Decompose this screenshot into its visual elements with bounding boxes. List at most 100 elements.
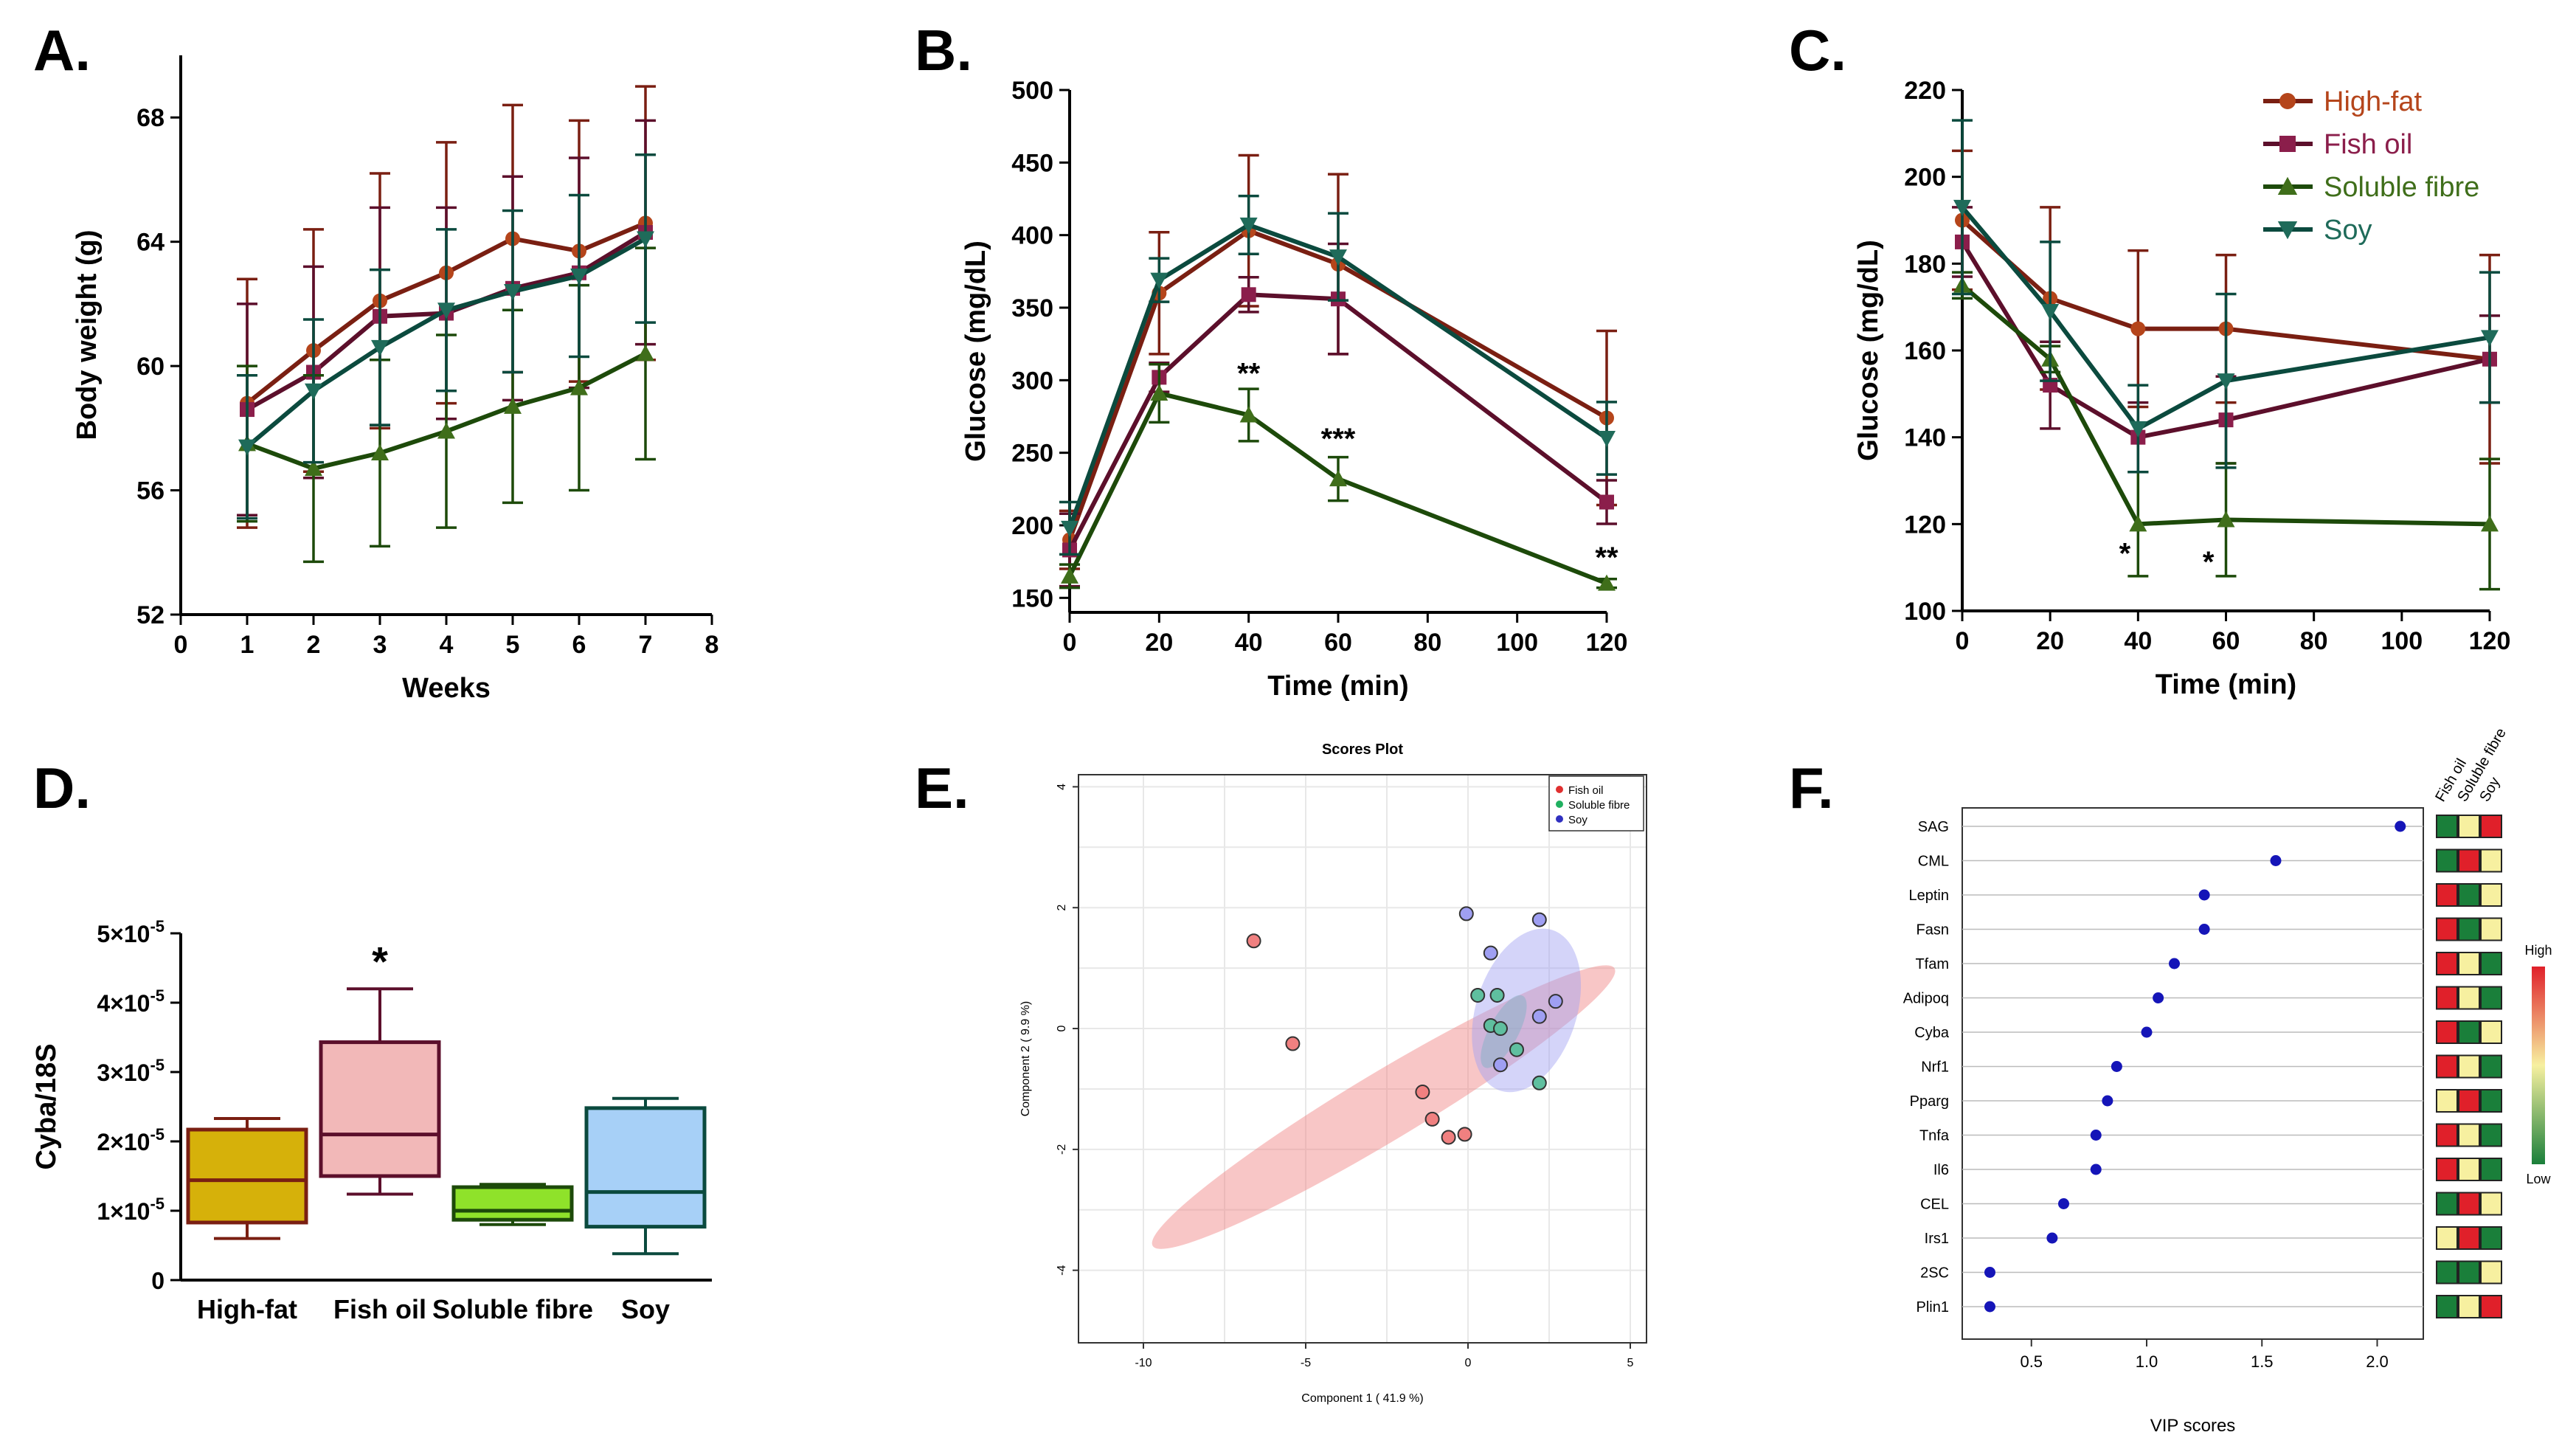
heat-cell [2480,815,2502,838]
vip-point [2169,958,2180,969]
y-tick-label: 2×10-5 [97,1125,165,1155]
legend-label: Soluble fibre [2324,172,2479,203]
data-point [1599,494,1614,510]
score-point [1531,912,1547,927]
significance-label: * [372,938,388,985]
y-tick-label: 2 [1056,905,1068,911]
x-tick-label: 80 [1413,629,1441,657]
panel-label-c: C. [1789,18,1846,83]
data-point [2217,373,2235,390]
data-point [437,302,455,319]
heat-cell [2436,1089,2458,1113]
significance-label: * [2203,546,2215,578]
y-tick-label: 68 [136,104,165,132]
x-tick-label: 0 [1465,1357,1472,1369]
category-label: Soluble fibre [432,1294,593,1324]
heat-cell [2436,1020,2458,1044]
data-point [2130,321,2146,336]
y-tick-label: 60 [136,353,165,381]
data-point [1061,520,1078,537]
data-point [1150,272,1168,289]
y-tick-label: 52 [136,601,165,629]
heat-cell [2436,1260,2458,1285]
score-point [1548,994,1563,1009]
data-point [1239,406,1258,423]
data-point [1061,567,1078,584]
box [451,1185,574,1222]
heat-cell [2458,1054,2480,1079]
heat-cell [2436,952,2458,975]
vip-point [2058,1198,2069,1209]
x-tick-label: 3 [373,631,387,659]
legend-marker [1556,786,1563,793]
score-point [1470,987,1486,1003]
score-point [1415,1085,1430,1100]
box [319,1040,441,1178]
y-tick-label: 400 [1011,222,1053,250]
x-tick-label: 60 [2212,627,2240,655]
heat-cell [2480,883,2502,907]
y-axis-label: Glucose (mg/dL) [960,241,991,462]
data-point [2041,304,2060,321]
legend-label: Fish oil [2324,129,2412,160]
heat-cell [2458,883,2480,907]
x-tick-label: 5 [1627,1357,1634,1369]
x-tick-label: 0 [174,631,188,659]
legend-label: Soy [2324,215,2372,246]
data-point [637,345,654,362]
data-point [305,383,322,400]
x-tick-label: 5 [506,631,520,659]
x-tick-label: 4 [440,631,454,659]
y-tick-mantissa: 3×10 [97,1059,150,1086]
y-tick-mantissa: 5×10 [97,921,150,947]
gene-label: Irs1 [1925,1231,1949,1247]
heat-cell [2458,815,2480,838]
y-tick-label: 220 [1904,77,1946,105]
x-axis-label: VIP scores [2150,1416,2236,1436]
vip-point [1984,1267,1995,1278]
heat-cell [2480,1123,2502,1147]
data-point [1329,249,1347,266]
chart-glucose-ogtt: 0 20 40 60 80 100 120 150 200 250 300 350 400 450 500 T… [960,77,1627,702]
gene-label: CEL [1920,1197,1949,1213]
confidence-ellipse-2 [1472,928,1582,1093]
vip-point [2141,1026,2153,1038]
legend-label: Fish oil [1568,784,1604,797]
x-tick-label: 120 [1586,629,1628,657]
colorbar-high-label: High [2524,943,2552,958]
panel-label-a: A. [33,18,91,83]
y-tick-label: 150 [1011,584,1053,612]
y-tick-exponent: -5 [150,986,165,1005]
x-tick-label: 20 [2036,627,2064,655]
box [186,1127,308,1225]
score-point [1531,1009,1547,1024]
heat-cell [2480,1158,2502,1181]
gene-label: Il6 [1933,1162,1949,1178]
vip-point [2090,1130,2102,1141]
category-label: Fish oil [333,1294,426,1324]
heat-cell [2480,848,2502,873]
y-tick-label: -4 [1056,1265,1068,1275]
heat-cell [2436,1158,2458,1181]
heat-cell [2436,1192,2458,1216]
heat-cell [2480,952,2502,975]
legend-marker [2277,176,2298,195]
data-point [570,268,588,285]
x-tick-label: 40 [2124,627,2152,655]
y-tick-label: 180 [1904,250,1946,278]
confidence-ellipse-0 [1152,965,1616,1249]
x-axis-label: Component 1 ( 41.9 %) [1301,1392,1423,1405]
heat-cell [2458,848,2480,873]
heat-cell [2436,986,2458,1010]
significance-label: * [2119,537,2131,570]
x-tick-label: 0.5 [2020,1352,2043,1371]
data-point [1598,431,1616,447]
colorbar [2532,967,2545,1164]
data-point [2217,511,2235,528]
panel-label-d: D. [33,756,91,820]
x-tick-label: 1.5 [2251,1352,2274,1371]
gene-label: Tfam [1915,956,1949,972]
x-tick-label: 1.0 [2136,1352,2158,1371]
y-axis-label: Cyba/18S [31,1043,62,1169]
